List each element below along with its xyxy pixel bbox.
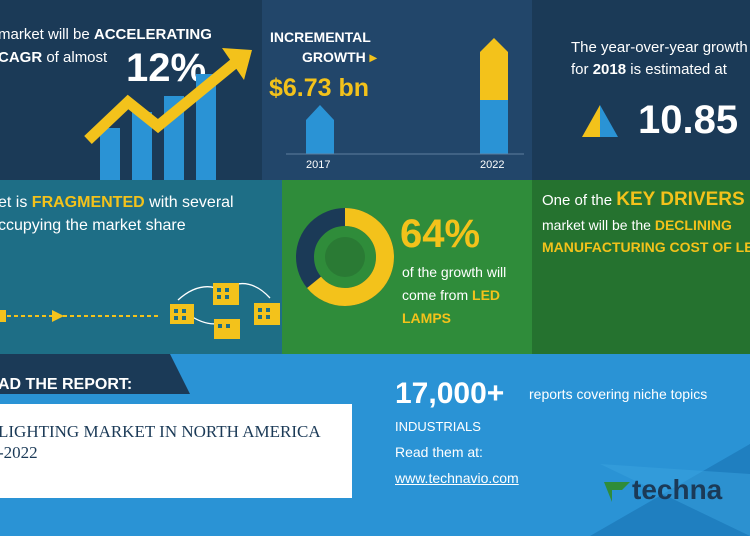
yoy-line2-suffix: is estimated at (626, 61, 727, 78)
panel-yoy-growth: The year-over-year growth for 2018 is es… (532, 0, 750, 180)
donut-chart (296, 208, 394, 306)
yoy-line1: The year-over-year growth (571, 39, 748, 56)
declining-label: DECLINING (654, 217, 732, 233)
key-drivers-label: KEY DRIVERS (616, 189, 745, 210)
drivers-line2-prefix: market will be the (542, 217, 655, 233)
technavio-link[interactable]: www.technavio.com (395, 470, 519, 486)
reports-description: reports covering niche topics (529, 386, 708, 402)
panel-cagr: market will be ACCELERATING CAGR of almo… (0, 0, 262, 180)
growth-bars-icon (286, 38, 524, 155)
incremental-label: INCREMENTAL (270, 29, 371, 45)
cagr-label: CAGR (0, 49, 43, 66)
bottom-background-shapes (0, 354, 750, 536)
cagr-line1-prefix: market will be (0, 26, 94, 43)
panel-fragmented: et is FRAGMENTED with several ccupying t… (0, 180, 282, 354)
read-them-label: Read them at: (395, 444, 483, 460)
drivers-line2: market will be the DECLINING (542, 218, 732, 232)
led-line1: of the growth will (402, 264, 507, 280)
arrow-right-icon: ▸ (369, 49, 377, 65)
report-title-line1: LIGHTING MARKET IN NORTH AMERICA (0, 422, 321, 441)
year-end: 2022 (480, 159, 505, 171)
fragmented-label: FRAGMENTED (31, 194, 145, 211)
reports-count: 17,000+ (395, 377, 505, 410)
led-percent: 64% (400, 212, 481, 256)
yoy-line2: for 2018 is estimated at (571, 62, 727, 77)
logo-text: techna (632, 474, 723, 505)
fragmented-line1-prefix: et is (0, 194, 32, 211)
cagr-line2-suffix: of almost (42, 49, 108, 66)
drivers-line1-prefix: One of the (542, 192, 617, 209)
manufacturing-cost-label: MANUFACTURING COST OF LE (542, 239, 750, 255)
technavio-logo: techna (592, 462, 750, 522)
growth-chart-icon (84, 48, 252, 180)
triangle-icon (582, 105, 618, 137)
drivers-line1: One of the KEY DRIVERS (542, 190, 745, 209)
led-line2-prefix: come from (402, 287, 473, 303)
panel-key-drivers: One of the KEY DRIVERS market will be th… (532, 180, 750, 354)
panel-incremental-growth: INCREMENTAL GROWTH ▸ $6.73 bn 2017 2022 (262, 0, 532, 180)
growth-label-text: GROWTH (302, 49, 366, 65)
donut-center (325, 237, 365, 277)
cagr-line2: CAGR of almost (0, 50, 107, 65)
yoy-line2-prefix: for (571, 61, 593, 78)
accelerating-label: ACCELERATING (93, 26, 212, 43)
fragmented-line2: ccupying the market share (0, 217, 186, 234)
cagr-line1: market will be ACCELERATING (0, 27, 212, 42)
growth-label: GROWTH ▸ (302, 50, 377, 64)
industrials-label: INDUSTRIALS (395, 419, 481, 434)
cagr-value: 12% (126, 46, 207, 90)
led-label: LED (472, 287, 501, 303)
yoy-value: 10.85 (638, 98, 739, 142)
report-title-line2: -2022 (0, 443, 38, 462)
bottom-section: AD THE REPORT: LIGHTING MARKET IN NORTH … (0, 354, 750, 536)
led-line2: come from LED (402, 288, 500, 302)
network-buildings-icon (0, 282, 280, 339)
growth-value: $6.73 bn (269, 74, 370, 102)
donut-led-share-arc (296, 208, 394, 306)
fragmented-line1: et is FRAGMENTED with several (0, 195, 234, 211)
read-report-label: AD THE REPORT: (0, 376, 133, 393)
fragmented-line1-suffix: with several (144, 194, 234, 211)
report-title-box: LIGHTING MARKET IN NORTH AMERICA -2022 (0, 404, 352, 498)
yoy-year: 2018 (592, 61, 627, 78)
lamps-label: LAMPS (402, 310, 451, 326)
panel-led-lamps: 64% of the growth will come from LED LAM… (282, 180, 532, 354)
year-start: 2017 (306, 159, 331, 171)
logo-arrow-icon (604, 482, 630, 502)
